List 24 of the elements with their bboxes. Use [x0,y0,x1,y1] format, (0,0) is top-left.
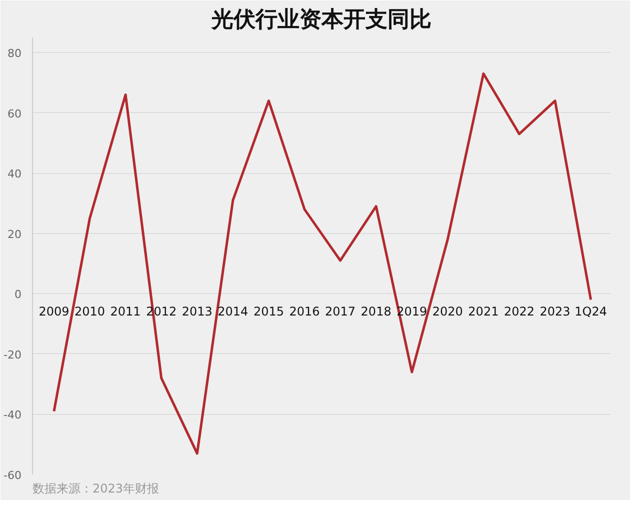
x-tick-label: 2018 [360,304,392,319]
y-tick-label: -40 [4,408,22,422]
y-tick-label: -20 [4,348,22,362]
x-tick-label: 2014 [218,304,248,319]
x-tick-label: 1Q24 [574,304,607,319]
source-note: 数据来源：2023年财报 [32,482,160,496]
x-tick-label: 2009 [38,304,70,319]
y-tick-label: 20 [8,228,22,241]
x-tick-label: 2023 [540,304,570,319]
chart-title: 光伏行业资本开支同比 [210,8,432,32]
x-tick-label: 2010 [74,304,106,319]
x-tick-label: 2022 [504,304,535,319]
y-tick-label: 0 [14,288,22,302]
x-tick-label: 2013 [182,304,212,319]
x-tick-label: 2016 [289,304,320,319]
x-tick-label: 2011 [110,304,141,319]
x-tick-label: 2021 [468,304,499,319]
x-tick-label: 2020 [432,304,463,319]
y-tick-label: 40 [8,168,22,181]
x-tick-label: 2017 [325,304,356,319]
x-tick-label: 2015 [253,304,284,319]
y-tick-label: 80 [8,47,22,60]
y-tick-label: 60 [8,107,22,120]
y-tick-label: -60 [4,469,22,482]
